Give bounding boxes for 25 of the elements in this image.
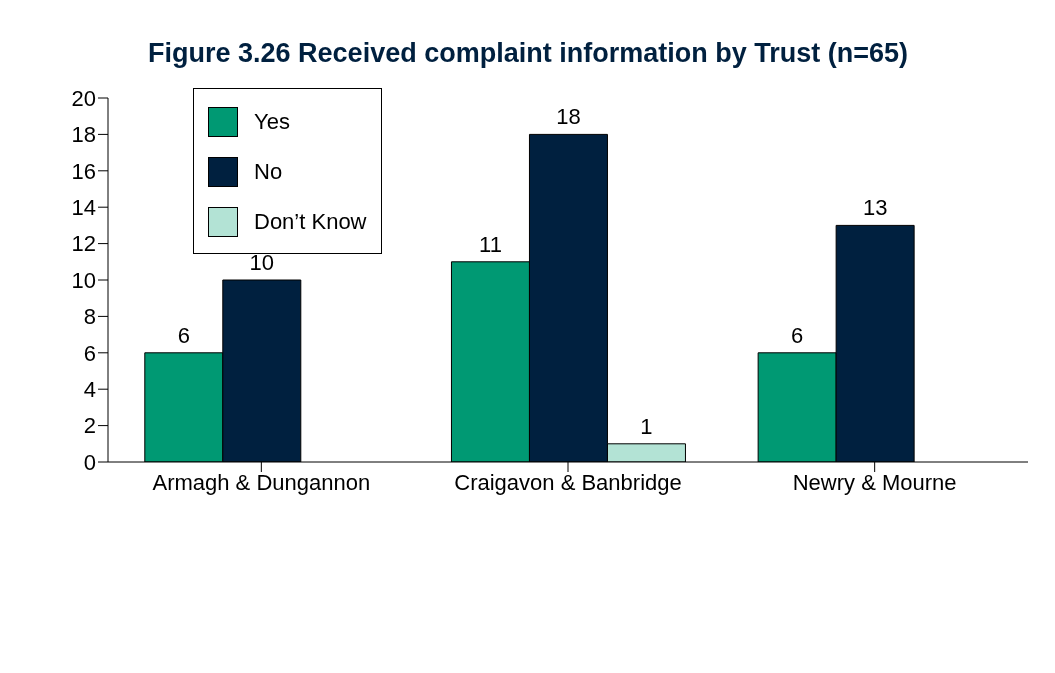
y-tick-label: 0 — [83, 449, 96, 475]
data-label: 6 — [177, 322, 190, 348]
data-label: 10 — [249, 250, 275, 275]
y-tick-label: 8 — [83, 304, 96, 330]
legend-label: Yes — [254, 109, 290, 135]
data-label: 1 — [640, 413, 653, 439]
data-label: 6 — [791, 322, 804, 348]
y-tick-label: 2 — [83, 413, 96, 439]
y-tick-label: 18 — [71, 122, 96, 148]
y-tick-label: 20 — [71, 85, 96, 111]
data-label: 13 — [862, 195, 888, 221]
legend-label: Don’t Know — [254, 209, 367, 235]
y-tick-label: 14 — [71, 195, 96, 221]
y-tick-label: 4 — [83, 377, 96, 403]
chart-title: Figure 3.26 Received complaint information by Trust (n=65) — [148, 38, 908, 68]
y-tick-label: 10 — [71, 267, 96, 293]
x-tick-label: Newry & Mourne — [792, 469, 957, 495]
data-label: 18 — [556, 104, 581, 130]
data-label: 11 — [479, 231, 502, 257]
legend-label: No — [254, 159, 283, 185]
x-tick-label: Armagh & Dungannon — [152, 469, 371, 495]
x-tick-label: Craigavon & Banbridge — [454, 469, 682, 495]
y-tick-label: 6 — [83, 340, 96, 366]
y-tick-label: 12 — [71, 231, 96, 257]
y-tick-label: 16 — [71, 158, 96, 184]
